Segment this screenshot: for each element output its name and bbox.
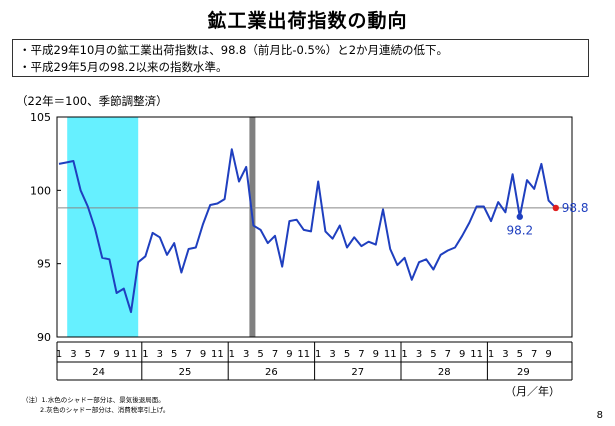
summary-bullet-2: ・平成29年5月の98.2以来の指数水準。 [19, 60, 228, 74]
y-tick-label: 90 [37, 331, 51, 344]
month-label: 1 [229, 349, 235, 360]
month-label: 7 [99, 349, 105, 360]
month-label: 7 [272, 349, 278, 360]
month-label: 7 [531, 349, 537, 360]
month-label: 1 [56, 349, 62, 360]
month-label: 3 [157, 349, 163, 360]
y-tick-label: 95 [37, 258, 51, 271]
month-label: 1 [488, 349, 494, 360]
month-label: 11 [297, 349, 310, 360]
month-label: 9 [200, 349, 206, 360]
plot-area [56, 116, 573, 338]
month-label: 9 [286, 349, 292, 360]
tax-hike-shading [249, 117, 256, 337]
month-label: 7 [445, 349, 451, 360]
month-label: 11 [384, 349, 397, 360]
month-label: 1 [142, 349, 148, 360]
highlight-label: 98.2 [506, 224, 533, 238]
month-label: 9 [113, 349, 119, 360]
month-label: 11 [211, 349, 224, 360]
year-label: 26 [265, 367, 278, 378]
month-label: 1 [401, 349, 407, 360]
page-number: 8 [596, 410, 603, 421]
month-label: 5 [257, 349, 263, 360]
footnote-2: 2.灰色のシャドー部分は、消費税率引上げ。 [40, 406, 170, 414]
month-label: 11 [470, 349, 483, 360]
month-label: 1 [315, 349, 321, 360]
highlight-label: 98.8 [562, 201, 589, 215]
y-tick-label: 100 [30, 184, 51, 197]
year-label: 25 [179, 367, 192, 378]
year-label: 27 [351, 367, 364, 378]
month-label: 3 [70, 349, 76, 360]
year-label: 28 [438, 367, 451, 378]
footnote-1: （注）1.水色のシャドー部分は、景気後退局面。 [22, 396, 165, 404]
highlight-point [516, 213, 523, 220]
month-label: 9 [373, 349, 379, 360]
month-label: 5 [430, 349, 436, 360]
summary-bullet-1: ・平成29年10月の鉱工業出荷指数は、98.8（前月比-0.5%）と2か月連続の… [19, 43, 449, 57]
x-axis-label: （月／年） [505, 384, 560, 398]
month-label: 5 [517, 349, 523, 360]
month-label: 7 [358, 349, 364, 360]
month-label: 5 [171, 349, 177, 360]
year-label: 24 [92, 367, 105, 378]
month-label: 5 [85, 349, 91, 360]
highlight-point [552, 204, 559, 212]
page-title: 鉱工業出荷指数の動向 [207, 10, 408, 32]
month-label: 9 [459, 349, 465, 360]
month-label: 11 [125, 349, 138, 360]
month-label: 9 [545, 349, 551, 360]
y-tick-label: 105 [30, 111, 51, 124]
month-label: 3 [416, 349, 422, 360]
year-label: 29 [517, 367, 530, 378]
series-line [58, 148, 557, 314]
month-label: 7 [185, 349, 191, 360]
month-label: 3 [502, 349, 508, 360]
month-label: 3 [329, 349, 335, 360]
unit-note: （22年＝100、季節調整済） [16, 94, 168, 108]
month-label: 5 [344, 349, 350, 360]
footnotes: （注）1.水色のシャドー部分は、景気後退局面。 2.灰色のシャドー部分は、消費税… [22, 395, 169, 415]
month-label: 3 [243, 349, 249, 360]
summary-box: ・平成29年10月の鉱工業出荷指数は、98.8（前月比-0.5%）と2か月連続の… [12, 39, 589, 77]
